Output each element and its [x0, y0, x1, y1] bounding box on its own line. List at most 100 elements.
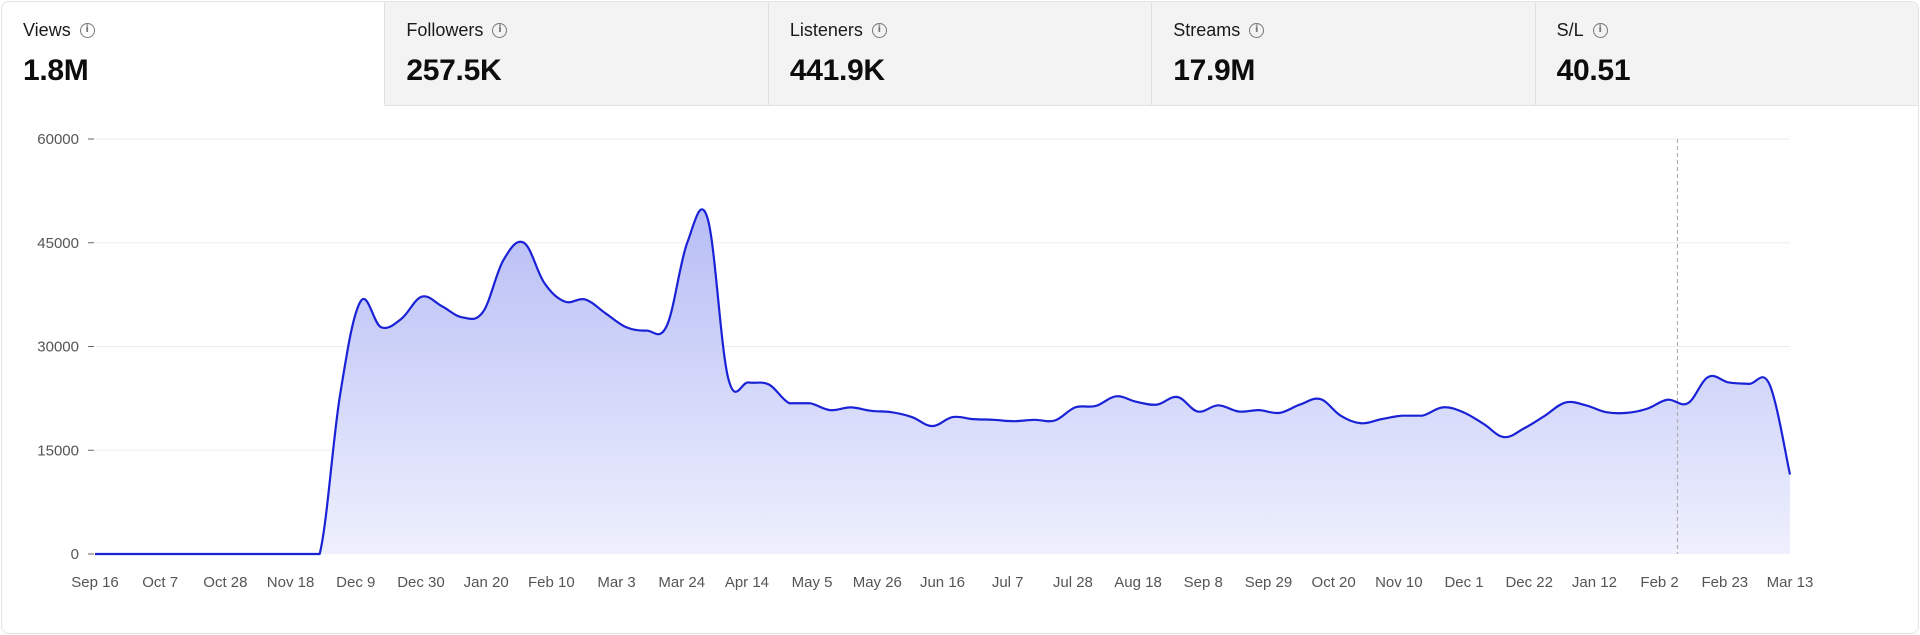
- data-point: [1624, 410, 1630, 416]
- data-point: [357, 299, 363, 305]
- data-point: [1174, 394, 1180, 400]
- x-tick-label: Dec 22: [1505, 574, 1553, 591]
- data-point: [194, 551, 200, 557]
- data-point: [725, 375, 731, 381]
- info-icon[interactable]: i: [871, 23, 887, 38]
- tab-label-text: Streams: [1173, 20, 1241, 40]
- data-point: [745, 379, 751, 385]
- data-point: [1767, 382, 1773, 388]
- data-point: [480, 309, 486, 315]
- data-point: [909, 414, 915, 420]
- data-point: [1685, 400, 1691, 406]
- data-point: [1481, 421, 1487, 427]
- data-point: [1522, 425, 1528, 431]
- x-tick-label: Jun 16: [920, 574, 965, 591]
- data-point: [1072, 404, 1078, 410]
- info-icon[interactable]: i: [79, 23, 95, 38]
- data-point: [1583, 402, 1589, 408]
- x-tick-label: Jan 20: [464, 574, 509, 591]
- tab-label-text: Followers: [406, 20, 484, 40]
- data-point: [562, 299, 568, 305]
- x-tick-label: Sep 16: [71, 574, 119, 591]
- series-line: [95, 208, 1792, 556]
- tab-followers[interactable]: Followers i 257.5K: [385, 2, 769, 106]
- data-point: [1726, 379, 1732, 385]
- data-point: [623, 324, 629, 330]
- tab-label-text: Views: [23, 20, 71, 40]
- data-point: [1603, 409, 1609, 415]
- data-point: [541, 280, 547, 286]
- data-point: [337, 392, 343, 398]
- x-tick-label: Nov 18: [267, 574, 315, 591]
- data-point: [766, 382, 772, 388]
- data-point: [276, 551, 282, 557]
- data-point: [133, 551, 139, 557]
- data-point: [1236, 409, 1242, 415]
- x-tick-label: Oct 20: [1312, 574, 1356, 591]
- x-tick-label: Mar 3: [597, 574, 635, 591]
- data-point: [153, 551, 159, 557]
- data-point: [1787, 471, 1793, 477]
- data-point: [398, 316, 404, 322]
- data-point: [235, 551, 241, 557]
- tab-label: S/L i: [1557, 20, 1608, 41]
- tab-streams[interactable]: Streams i 17.9M: [1152, 2, 1536, 106]
- tab-s-l[interactable]: S/L i 40.51: [1535, 2, 1918, 106]
- tab-label-text: S/L: [1556, 20, 1584, 40]
- data-point: [1052, 418, 1058, 424]
- x-tick-label: Feb 10: [528, 574, 575, 591]
- metric-tabs: Views i 1.8M Followers i 257.5K Listeners i 441.…: [2, 2, 1918, 106]
- data-point: [848, 404, 854, 410]
- x-tick-label: Mar 13: [1767, 574, 1814, 591]
- x-tick-label: Oct 28: [203, 574, 247, 591]
- data-point: [255, 551, 261, 557]
- data-point: [460, 314, 466, 320]
- y-tick-label: 30000: [37, 339, 79, 356]
- info-icon[interactable]: i: [1249, 23, 1265, 38]
- info-icon[interactable]: i: [492, 23, 508, 38]
- info-icon[interactable]: i: [1592, 23, 1608, 38]
- x-tick-label: Aug 18: [1114, 574, 1162, 591]
- data-point: [1134, 399, 1140, 405]
- x-tick-label: Dec 9: [336, 574, 375, 591]
- data-point: [1358, 420, 1364, 426]
- tab-value: 1.8M: [23, 54, 89, 87]
- data-point: [1644, 406, 1650, 412]
- data-point: [1215, 402, 1221, 408]
- data-point: [603, 310, 609, 316]
- data-point: [888, 409, 894, 415]
- x-tick-label: Apr 14: [725, 574, 769, 591]
- data-point: [1276, 410, 1282, 416]
- x-tick-label: Feb 23: [1701, 574, 1748, 591]
- tab-label: Views i: [23, 20, 95, 41]
- data-point: [950, 414, 956, 420]
- data-point: [378, 324, 384, 330]
- data-point: [705, 216, 711, 222]
- data-point: [419, 294, 425, 300]
- x-tick-label: Dec 30: [397, 574, 445, 591]
- x-tick-label: May 5: [792, 574, 833, 591]
- x-tick-label: Jul 28: [1053, 574, 1093, 591]
- tab-label: Followers i: [406, 20, 508, 41]
- data-point: [500, 257, 506, 263]
- data-point: [929, 423, 935, 429]
- data-point: [1154, 402, 1160, 408]
- data-point: [1338, 413, 1344, 419]
- x-tick-label: Jul 7: [992, 574, 1024, 591]
- data-point: [521, 240, 527, 246]
- data-point: [439, 303, 445, 309]
- tab-listeners[interactable]: Listeners i 441.9K: [768, 2, 1153, 106]
- data-point: [786, 400, 792, 406]
- tab-value: 441.9K: [789, 54, 885, 87]
- data-point: [991, 417, 997, 423]
- data-point: [582, 296, 588, 302]
- y-tick-label: 15000: [37, 442, 79, 459]
- data-point: [1379, 416, 1385, 422]
- data-point: [296, 551, 302, 557]
- data-point: [868, 408, 874, 414]
- data-point: [1031, 417, 1037, 423]
- tab-views[interactable]: Views i 1.8M: [2, 2, 386, 106]
- data-point: [317, 551, 323, 557]
- data-point: [827, 407, 833, 413]
